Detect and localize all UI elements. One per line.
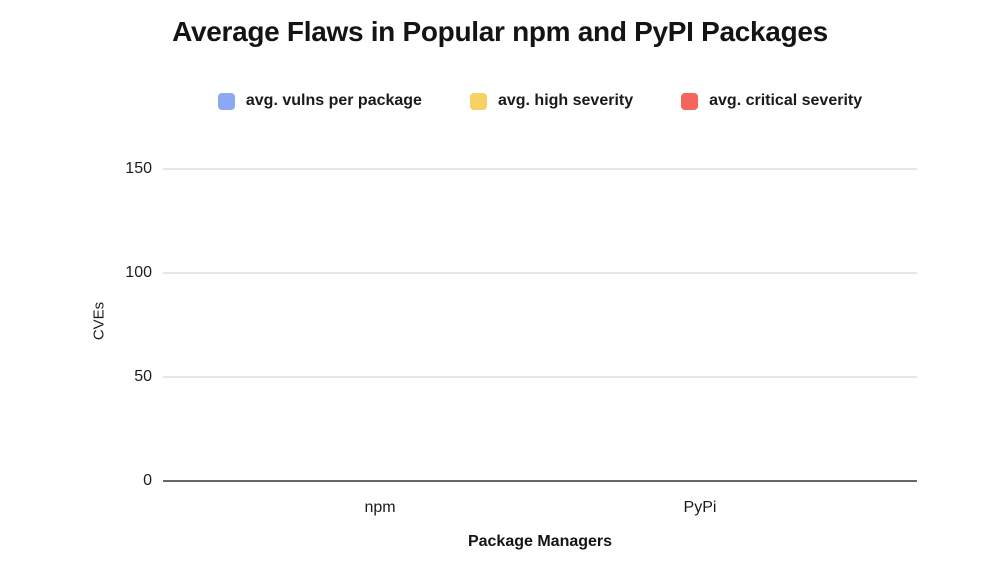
y-axis-tick-label-0: 0 [143,472,152,489]
legend-label: avg. critical severity [709,92,863,109]
legend-swatch-red [681,92,699,110]
legend-swatch-yellow [469,92,487,110]
legend-item-vulns-per-package: avg. vulns per package [217,92,422,110]
legend-label: avg. vulns per package [245,92,422,109]
plot-area [163,168,917,482]
gridline-150 [163,168,917,170]
legend-swatch-blue [217,92,235,110]
x-axis-baseline [163,480,917,482]
chart-title: Average Flaws in Popular npm and PyPI Pa… [172,16,828,47]
legend-item-critical-severity: avg. critical severity [681,92,862,110]
gridline-100 [163,272,917,274]
y-axis-title: CVEs [90,301,108,341]
legend: avg. vulns per package avg. high severit… [163,92,917,110]
x-axis-category-label-npm: npm [364,499,396,516]
y-axis-tick-label-150: 150 [125,160,152,177]
legend-item-high-severity: avg. high severity [469,92,634,110]
y-axis-tick-label-50: 50 [134,368,152,385]
x-axis-title: Package Managers [467,533,613,550]
bars-layer [163,169,917,480]
x-axis-category-label-pypi: PyPi [683,499,717,516]
y-axis-tick-label-100: 100 [125,264,152,281]
legend-label: avg. high severity [497,92,634,109]
gridline-50 [163,376,917,378]
